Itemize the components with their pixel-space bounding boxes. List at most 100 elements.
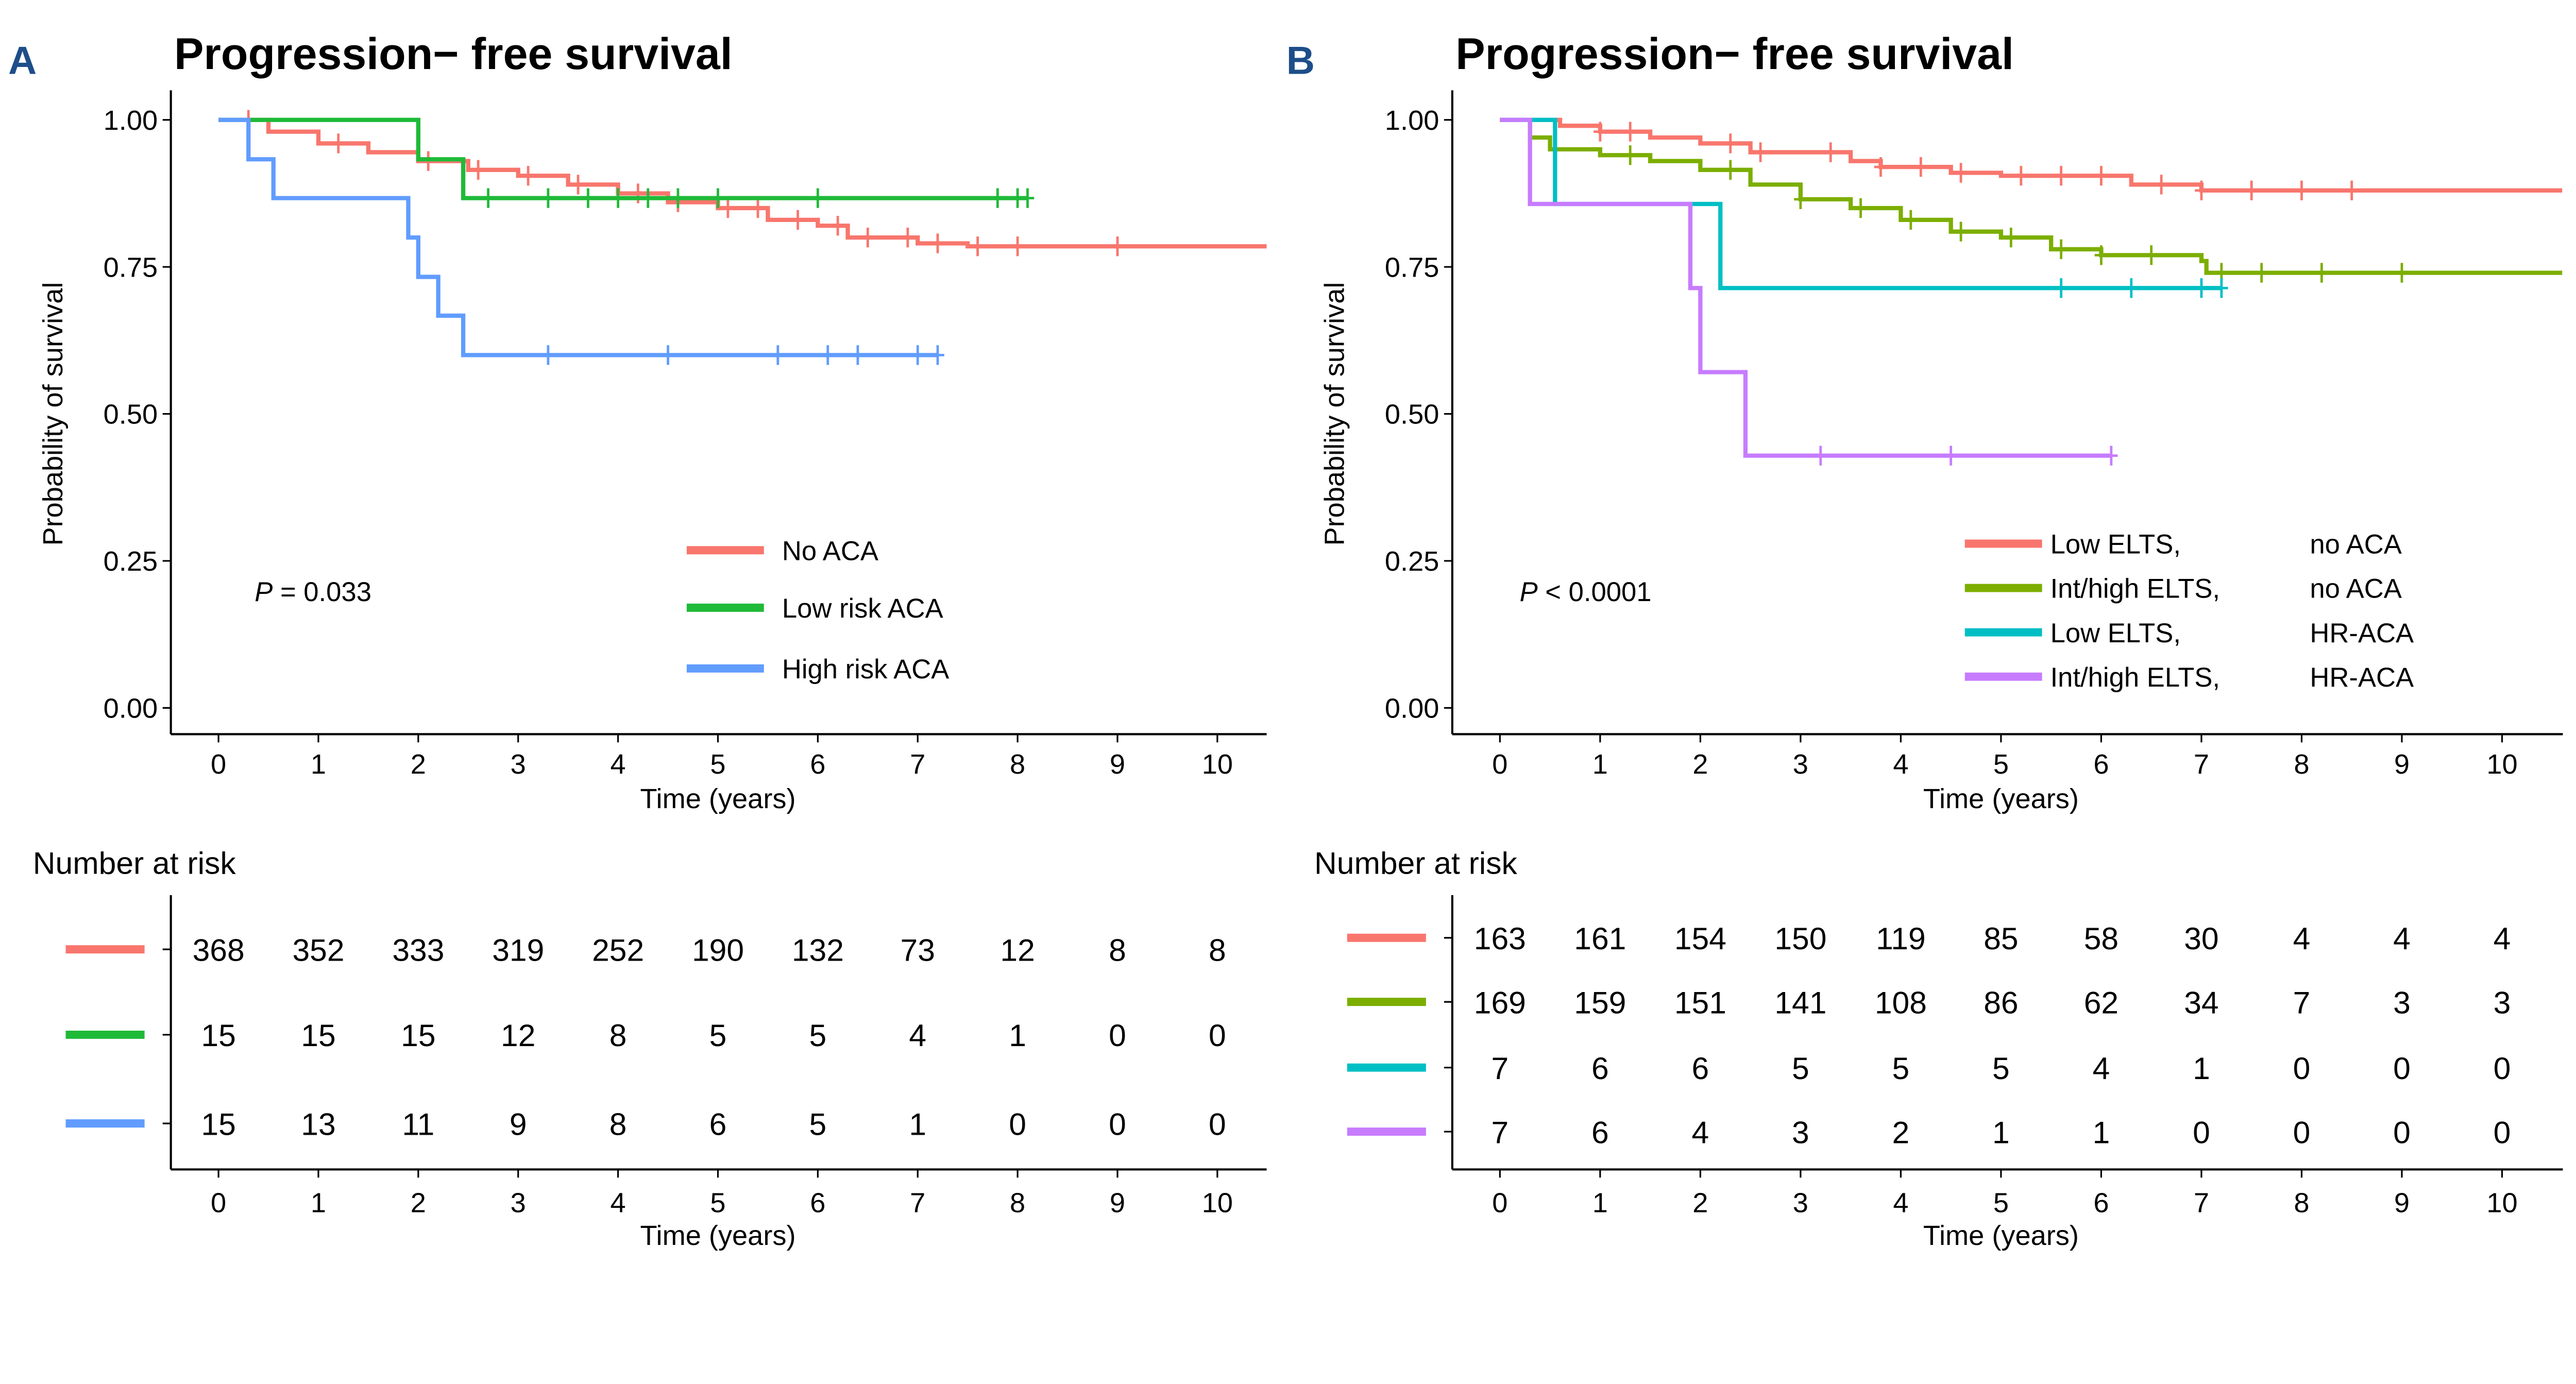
risk-count: 7 xyxy=(1491,1115,1509,1150)
risk-x-tick-label: 6 xyxy=(2093,1187,2109,1218)
panel-A: A Progression− free survival 0.00 0.25 0.50 0… xyxy=(8,29,1267,1251)
risk-count: 0 xyxy=(2494,1051,2511,1086)
censor-mark xyxy=(821,345,835,365)
y-tick-label: 1.00 xyxy=(104,105,158,136)
x-tick-label: 7 xyxy=(2194,749,2209,780)
censor-mark xyxy=(811,188,825,208)
censor-mark xyxy=(911,345,924,365)
y-tick-label: 0.25 xyxy=(1385,546,1439,577)
risk-count: 8 xyxy=(1209,932,1226,967)
risk-x-tick-label: 9 xyxy=(2394,1187,2410,1218)
x-tick-label: 3 xyxy=(1793,749,1808,780)
risk-count: 5 xyxy=(709,1018,727,1053)
survival-curve-3 xyxy=(1500,117,2111,458)
risk-count: 159 xyxy=(1574,985,1626,1020)
x-tick-label: 0 xyxy=(1492,749,1507,780)
risk-count: 5 xyxy=(1792,1051,1809,1086)
x-tick-label: 5 xyxy=(1993,749,2009,780)
censor-mark xyxy=(332,133,345,153)
risk-count: 151 xyxy=(1674,985,1726,1020)
risk-x-tick-label: 4 xyxy=(1893,1187,1908,1218)
p-value: P < 0.0001 xyxy=(1520,577,1652,607)
censor-mark xyxy=(1021,188,1035,208)
censor-mark xyxy=(2195,278,2208,298)
legend-label: High risk ACA xyxy=(782,654,950,685)
y-axis-label: Probability of survival xyxy=(1319,282,1350,546)
legend-label-2: no ACA xyxy=(2310,529,2401,560)
risk-x-tick-label: 1 xyxy=(1592,1187,1608,1218)
risk-x-tick-label: 8 xyxy=(2294,1187,2309,1218)
censor-mark xyxy=(1623,145,1637,165)
legend-label: Int/high ELTS, xyxy=(2050,574,2220,604)
risk-count: 73 xyxy=(901,932,935,967)
censor-mark xyxy=(751,198,765,218)
survival-curve-1 xyxy=(218,117,1028,200)
censor-mark xyxy=(2014,166,2028,186)
censor-mark xyxy=(2125,278,2138,298)
censor-mark xyxy=(931,345,944,365)
risk-x-tick-label: 5 xyxy=(710,1187,725,1218)
risk-count: 108 xyxy=(1875,985,1927,1020)
risk-count: 163 xyxy=(1474,921,1526,956)
risk-count: 4 xyxy=(2393,921,2411,956)
y-tick-label: 0.50 xyxy=(1385,399,1439,430)
x-tick-label: 6 xyxy=(810,749,825,780)
risk-count: 12 xyxy=(1000,932,1035,967)
risk-count: 333 xyxy=(392,932,444,967)
risk-x-tick-label: 7 xyxy=(910,1187,925,1218)
risk-x-tick-label: 3 xyxy=(511,1187,526,1218)
censor-mark xyxy=(711,188,725,208)
x-tick-label: 10 xyxy=(2486,749,2517,780)
risk-count: 4 xyxy=(2093,1051,2110,1086)
legend-label-2: HR-ACA xyxy=(2310,662,2414,693)
risk-count: 4 xyxy=(2293,921,2311,956)
x-tick-label: 8 xyxy=(2294,749,2309,780)
risk-count: 4 xyxy=(909,1018,926,1053)
risk-count: 119 xyxy=(1876,921,1926,956)
risk-count: 150 xyxy=(1774,921,1826,956)
censor-mark xyxy=(1111,236,1124,257)
risk-count: 0 xyxy=(1209,1018,1226,1053)
risk-count: 62 xyxy=(2084,985,2119,1020)
risk-count: 0 xyxy=(1209,1106,1226,1141)
censor-mark xyxy=(541,188,555,208)
censor-mark xyxy=(771,345,785,365)
survival-curve-1 xyxy=(1500,117,2563,275)
legend-label-2: no ACA xyxy=(2310,574,2401,604)
risk-count: 252 xyxy=(592,932,644,967)
censor-mark xyxy=(521,166,535,186)
censor-mark xyxy=(2054,239,2068,260)
survival-curve-0 xyxy=(218,117,1267,249)
censor-mark xyxy=(631,183,645,203)
figure-container: A Progression− free survival 0.00 0.25 0.50 0… xyxy=(8,29,2563,1251)
x-tick-label: 1 xyxy=(1592,749,1608,780)
x-tick-label: 9 xyxy=(2394,749,2410,780)
kaplan-meier-figure: A Progression− free survival 0.00 0.25 0.50 0… xyxy=(8,29,2563,1251)
risk-count: 15 xyxy=(201,1106,235,1141)
censor-mark xyxy=(1723,133,1737,153)
censor-mark xyxy=(2255,263,2268,283)
risk-count: 0 xyxy=(2293,1115,2311,1150)
censor-mark xyxy=(2195,180,2208,200)
censor-mark xyxy=(1854,198,1868,218)
risk-x-tick-label: 5 xyxy=(1993,1187,2009,1218)
y-tick-label: 1.00 xyxy=(1385,105,1439,136)
risk-x-tick-label: 2 xyxy=(1692,1187,1708,1218)
risk-x-tick-label: 7 xyxy=(2194,1187,2209,1218)
risk-count: 9 xyxy=(510,1106,527,1141)
y-tick-label: 0.50 xyxy=(104,399,158,430)
risk-count: 161 xyxy=(1574,921,1626,956)
risk-count: 5 xyxy=(809,1018,827,1053)
risk-count: 8 xyxy=(609,1106,627,1141)
censor-mark xyxy=(2054,278,2068,298)
risk-count: 5 xyxy=(809,1106,827,1141)
risk-count: 3 xyxy=(1792,1115,1809,1150)
censor-mark xyxy=(2245,180,2258,200)
risk-count: 0 xyxy=(2193,1115,2210,1150)
risk-count: 34 xyxy=(2184,985,2218,1020)
risk-x-tick-label: 2 xyxy=(411,1187,426,1218)
risk-count: 1 xyxy=(1992,1115,2010,1150)
x-tick-label: 2 xyxy=(411,749,426,780)
legend-label: Low risk ACA xyxy=(782,593,943,624)
censor-mark xyxy=(1874,157,1888,177)
